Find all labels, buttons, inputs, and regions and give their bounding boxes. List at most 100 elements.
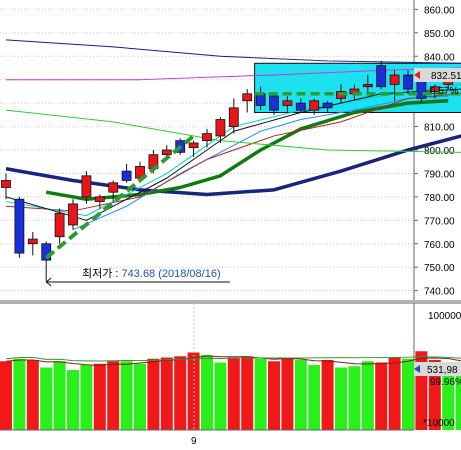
candle-body: [202, 133, 212, 142]
volume-bar: [402, 358, 414, 430]
volume-ma-line: [5, 355, 461, 367]
candle-body: [416, 79, 427, 99]
price-tick-label: 750.00: [424, 263, 455, 274]
candle-body: [161, 149, 172, 156]
current-price-arrow-icon: [414, 71, 420, 79]
trend-line: [44, 134, 195, 260]
candle-body: [322, 102, 333, 109]
candle-body: [255, 93, 266, 106]
price-tick-label: 810.00: [424, 123, 455, 134]
candle-body: [309, 100, 320, 111]
current-price-badge: 832.51 0.57%: [414, 68, 461, 97]
low-annotation-value: 743.68 (2018/08/16): [122, 268, 221, 280]
candle-body: [68, 203, 78, 226]
volume-bar: [375, 362, 388, 430]
price-tick-label: 850.00: [424, 29, 455, 40]
volume-bar: [294, 360, 307, 430]
volume-bar: [442, 365, 455, 430]
low-annotation: 최저가 : 743.68 (2018/08/16): [45, 267, 230, 287]
volume-bar: [80, 365, 93, 430]
price-tick-label: 770.00: [424, 216, 455, 227]
candle-body: [389, 74, 400, 85]
volume-bar: [93, 363, 106, 430]
volume-bar: [361, 361, 374, 430]
price-tick-label: 860.00: [424, 5, 455, 16]
volume-bar: [174, 356, 187, 430]
candle-body: [215, 119, 226, 137]
volume-bar: [134, 363, 146, 430]
volume-bar: [268, 361, 280, 430]
volume-bar: [53, 361, 66, 430]
volume-panel: 100000 531,98 99.96% *10000: [0, 303, 461, 430]
volume-unit-label: *10000: [423, 418, 455, 429]
volume-percent-label: 99.96%: [430, 377, 461, 388]
x-tick-label: 9: [191, 436, 197, 447]
volume-bar: [254, 358, 267, 430]
volume-ma-line: [5, 356, 461, 362]
volume-bar: [13, 358, 26, 430]
volume-arrow-icon: [414, 365, 420, 373]
volume-bar: [0, 361, 12, 430]
volume-bar: [335, 367, 347, 430]
low-annotation-prefix: 최저가 :: [82, 267, 122, 280]
current-price-bg: [414, 68, 461, 82]
candle-body: [27, 238, 38, 245]
price-tick-label: 760.00: [424, 240, 455, 251]
low-annotation-text: 최저가 : 743.68 (2018/08/16): [82, 267, 221, 280]
volume-bar: [321, 360, 334, 430]
price-tick-label: 840.00: [424, 52, 455, 63]
volume-bar: [348, 366, 361, 430]
change-label: 0.57%: [430, 86, 458, 97]
candle-body: [295, 102, 306, 111]
volume-bar: [26, 360, 39, 430]
volume-tick-label: 100000: [428, 311, 461, 322]
candle-body: [1, 180, 11, 188]
volume-bar: [281, 358, 294, 430]
candle-body: [282, 100, 293, 106]
price-panel: 860.00850.00840.00830.00820.00810.00800.…: [0, 0, 461, 300]
candle-body: [108, 182, 119, 193]
volume-bar: [107, 361, 120, 430]
volume-bar: [241, 356, 254, 430]
moving-average-line: [72, 95, 449, 231]
volume-bar: [67, 370, 79, 430]
volume-bar: [201, 355, 213, 430]
price-tick-label: 740.00: [424, 287, 455, 298]
candle-body: [94, 196, 105, 202]
volume-bars: [0, 351, 461, 430]
moving-average-line: [6, 67, 461, 81]
volume-bar: [428, 360, 441, 430]
volume-bar: [160, 357, 173, 430]
candle-body: [362, 83, 373, 88]
candle-body: [188, 142, 199, 149]
candle-body: [54, 212, 65, 238]
volume-bar: [388, 357, 401, 430]
candle-body: [376, 65, 387, 88]
candle-body: [242, 93, 253, 102]
moving-average-line: [5, 39, 461, 64]
volume-bar: [147, 358, 160, 430]
low-arrow-head: [45, 281, 52, 287]
candle-body: [228, 107, 239, 127]
candle-body: [403, 74, 413, 90]
candle-body: [14, 198, 25, 254]
current-price-label: 832.51: [431, 71, 461, 82]
volume-bar: [120, 361, 133, 430]
low-arrow-head: [45, 277, 52, 283]
candle-body: [81, 175, 92, 198]
moving-average-line: [5, 134, 461, 197]
volume-bar: [40, 367, 53, 430]
moving-average-line: [5, 93, 461, 212]
volume-current-label: 531,98: [427, 365, 458, 376]
volume-bar: [308, 365, 321, 430]
volume-bar: [455, 370, 461, 430]
candle-body: [121, 170, 132, 181]
volume-bar: [214, 362, 227, 430]
candle-body: [269, 95, 279, 111]
volume-current-bg: [414, 362, 461, 376]
candle-body: [429, 86, 440, 92]
price-tick-label: 790.00: [424, 169, 455, 180]
price-tick-label: 780.00: [424, 193, 455, 204]
